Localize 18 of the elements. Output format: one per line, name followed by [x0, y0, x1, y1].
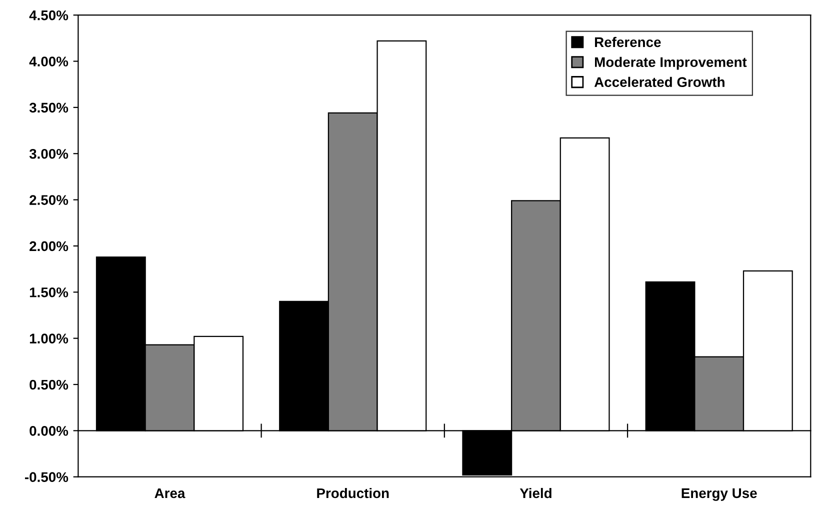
y-tick-label: 3.00% — [29, 148, 68, 159]
y-tick-label: 0.00% — [30, 426, 68, 436]
y-tick-label: 2.50% — [30, 195, 68, 205]
legend-label: Reference — [595, 36, 661, 48]
y-tick-label: 3.50% — [29, 102, 68, 113]
x-tick-label: Energy Use — [682, 488, 757, 501]
y-tick-label: 2.00% — [30, 241, 68, 252]
legend-label: Accelerated Growth — [594, 76, 724, 88]
y-tick-label: 4.00% — [29, 56, 68, 66]
y-tick-label: 0.50% — [30, 380, 68, 390]
y-tick-label: -0.50% — [25, 472, 68, 482]
y-tick-label: 1.50% — [30, 287, 68, 298]
x-tick-label: Area — [154, 488, 186, 498]
legend-label: Moderate Improvement — [595, 56, 747, 70]
x-tick-label: Production — [317, 488, 389, 498]
y-tick-label: 1.00% — [30, 334, 68, 344]
y-tick-label: 4.50% — [29, 10, 68, 20]
x-tick-label: Yield — [520, 488, 552, 498]
